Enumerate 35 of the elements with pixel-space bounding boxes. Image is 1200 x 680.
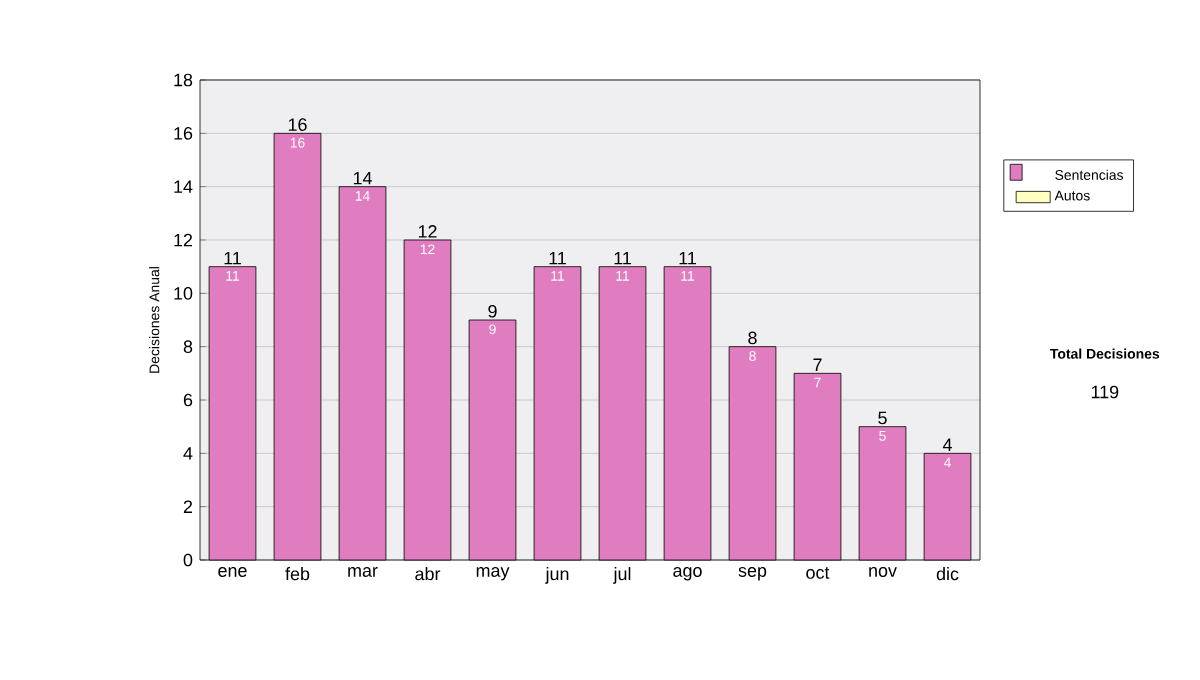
x-tick-label: may xyxy=(476,567,510,581)
y-tick-label: 8 xyxy=(183,340,193,354)
x-tick-label: ene xyxy=(218,567,247,577)
x-tick-label: jul xyxy=(613,567,631,584)
x-tick-label: abr xyxy=(415,567,441,581)
y-tick-label: 0 xyxy=(183,553,193,567)
total-label: 14 xyxy=(353,171,372,185)
total-label: 8 xyxy=(748,331,757,345)
total-label: 4 xyxy=(942,438,952,451)
total-label: 11 xyxy=(224,251,241,265)
x-tick-label: ago xyxy=(673,567,702,581)
y-tick-label: 14 xyxy=(174,180,193,193)
x-tick-label: nov xyxy=(869,567,897,577)
x-tick-label: mar xyxy=(348,567,378,577)
total-label: 11 xyxy=(549,251,566,265)
total-label: 11 xyxy=(679,251,696,265)
y-tick-label: 16 xyxy=(174,126,193,140)
total-label: 9 xyxy=(488,304,497,318)
x-tick-label: oct xyxy=(806,567,830,579)
y-tick-label: 10 xyxy=(174,286,193,300)
total-label: 7 xyxy=(813,358,822,371)
text: 119 xyxy=(1091,385,1119,399)
y-tick-label: 2 xyxy=(183,500,193,513)
y-tick-label: 4 xyxy=(183,447,193,460)
x-tick-label: dic xyxy=(936,567,959,581)
total-label: 5 xyxy=(878,411,887,425)
y-tick-label: 12 xyxy=(174,233,193,247)
x-tick-label: feb xyxy=(285,567,310,581)
total-label: 16 xyxy=(288,118,307,131)
total-label: 12 xyxy=(418,225,437,238)
x-tick-label: sep xyxy=(738,567,767,581)
y-tick-label: 6 xyxy=(183,393,193,407)
y-tick-label: 18 xyxy=(174,73,193,87)
total-label: 11 xyxy=(614,251,631,265)
x-tick-label: jun xyxy=(545,567,569,584)
